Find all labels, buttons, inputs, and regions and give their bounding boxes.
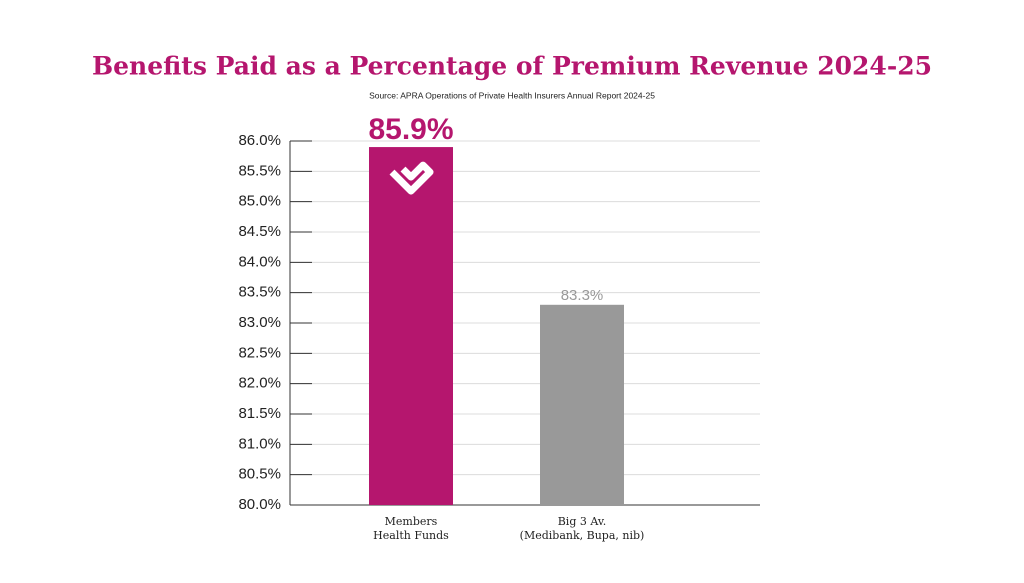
value-label: 83.3%	[561, 287, 604, 304]
value-label: 85.9%	[368, 113, 453, 146]
y-tick-label: 84.5%	[238, 223, 281, 240]
chart-subtitle: Source: APRA Operations of Private Healt…	[369, 90, 655, 100]
x-tick-label: Members Health Funds	[373, 515, 449, 542]
y-tick-label: 85.0%	[238, 193, 281, 210]
y-tick-label: 84.0%	[238, 253, 281, 270]
y-tick-label: 82.0%	[238, 375, 281, 392]
bar	[369, 147, 453, 506]
x-tick-label: Big 3 Av. (Medibank, Bupa, nib)	[519, 515, 645, 542]
y-tick-label: 83.5%	[238, 284, 281, 301]
chart-title: Benefits Paid as a Percentage of Premium…	[92, 52, 932, 81]
y-tick-label: 81.5%	[238, 405, 281, 422]
y-tick-label: 80.5%	[238, 466, 281, 483]
y-tick-label: 82.5%	[238, 344, 281, 361]
y-tick-label: 83.0%	[238, 314, 281, 331]
logo-icon	[389, 161, 434, 195]
bar	[540, 304, 624, 505]
y-tick-label: 80.0%	[238, 496, 281, 513]
y-tick-label: 81.0%	[238, 435, 281, 452]
y-tick-label: 85.5%	[238, 162, 281, 179]
y-tick-label: 86.0%	[238, 132, 281, 149]
